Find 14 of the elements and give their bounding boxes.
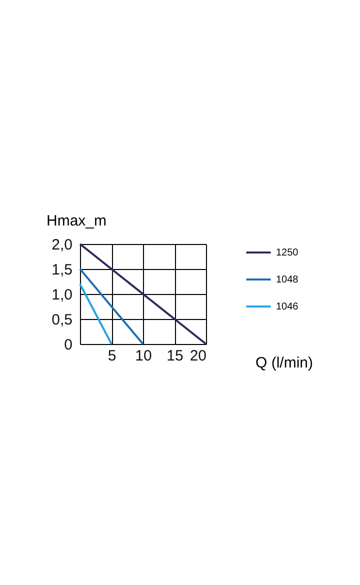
y-tick-label: 1,0: [52, 286, 72, 304]
y-axis-title: Hmax_m: [46, 212, 107, 230]
y-tick-label: 0,5: [52, 312, 72, 328]
x-tick-label: 5: [108, 348, 116, 364]
x-axis-title: Q (l/min): [256, 354, 313, 372]
x-tick-label: 20: [190, 348, 206, 364]
legend-label: 1046: [276, 302, 299, 312]
legend-label: 1048: [276, 274, 299, 286]
y-tick-label: 0: [64, 336, 72, 354]
legend-label: 1250: [276, 248, 299, 258]
y-tick-label: 2,0: [52, 236, 72, 254]
x-tick-label: 15: [166, 348, 184, 364]
x-tick-label: 10: [135, 348, 152, 364]
y-tick-label: 1,5: [52, 262, 72, 278]
